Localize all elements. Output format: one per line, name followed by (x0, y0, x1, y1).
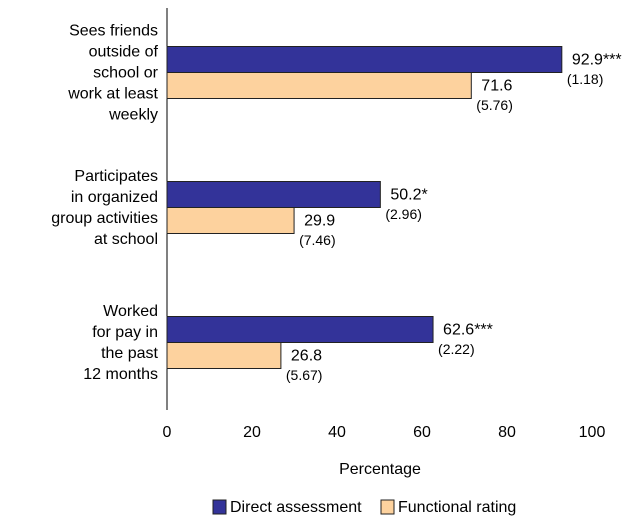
value-label: 62.6*** (443, 322, 493, 339)
legend-label: Functional rating (398, 499, 516, 516)
error-label: (2.22) (438, 341, 475, 357)
bar (166, 181, 381, 208)
category-label: Participates in organized group activiti… (51, 167, 158, 248)
error-label: (2.96) (385, 206, 422, 222)
x-tick-label: 100 (579, 424, 606, 441)
bar (166, 207, 295, 234)
x-tick-label: 0 (163, 424, 172, 441)
bar (166, 316, 434, 343)
value-label: 29.9 (304, 213, 335, 230)
error-label: (5.67) (286, 367, 323, 383)
category-label: Sees friends outside of school or work a… (68, 22, 158, 123)
x-axis-title: Percentage (339, 461, 421, 478)
error-label: (7.46) (299, 232, 336, 248)
legend-label: Direct assessment (230, 499, 362, 516)
x-tick-label: 60 (413, 424, 431, 441)
error-label: (5.76) (476, 97, 513, 113)
bar (166, 342, 282, 369)
bar (166, 72, 472, 99)
legend-swatch (380, 499, 395, 515)
value-label: 50.2* (390, 187, 427, 204)
x-tick-label: 20 (243, 424, 261, 441)
bar (166, 46, 563, 73)
x-tick-label: 40 (328, 424, 346, 441)
value-label: 71.6 (481, 78, 512, 95)
x-tick-label: 80 (498, 424, 516, 441)
value-label: 26.8 (291, 348, 322, 365)
legend-swatch (212, 499, 227, 515)
value-label: 92.9*** (572, 52, 622, 69)
category-label: Worked for pay in the past 12 months (83, 302, 158, 383)
error-label: (1.18) (567, 71, 604, 87)
